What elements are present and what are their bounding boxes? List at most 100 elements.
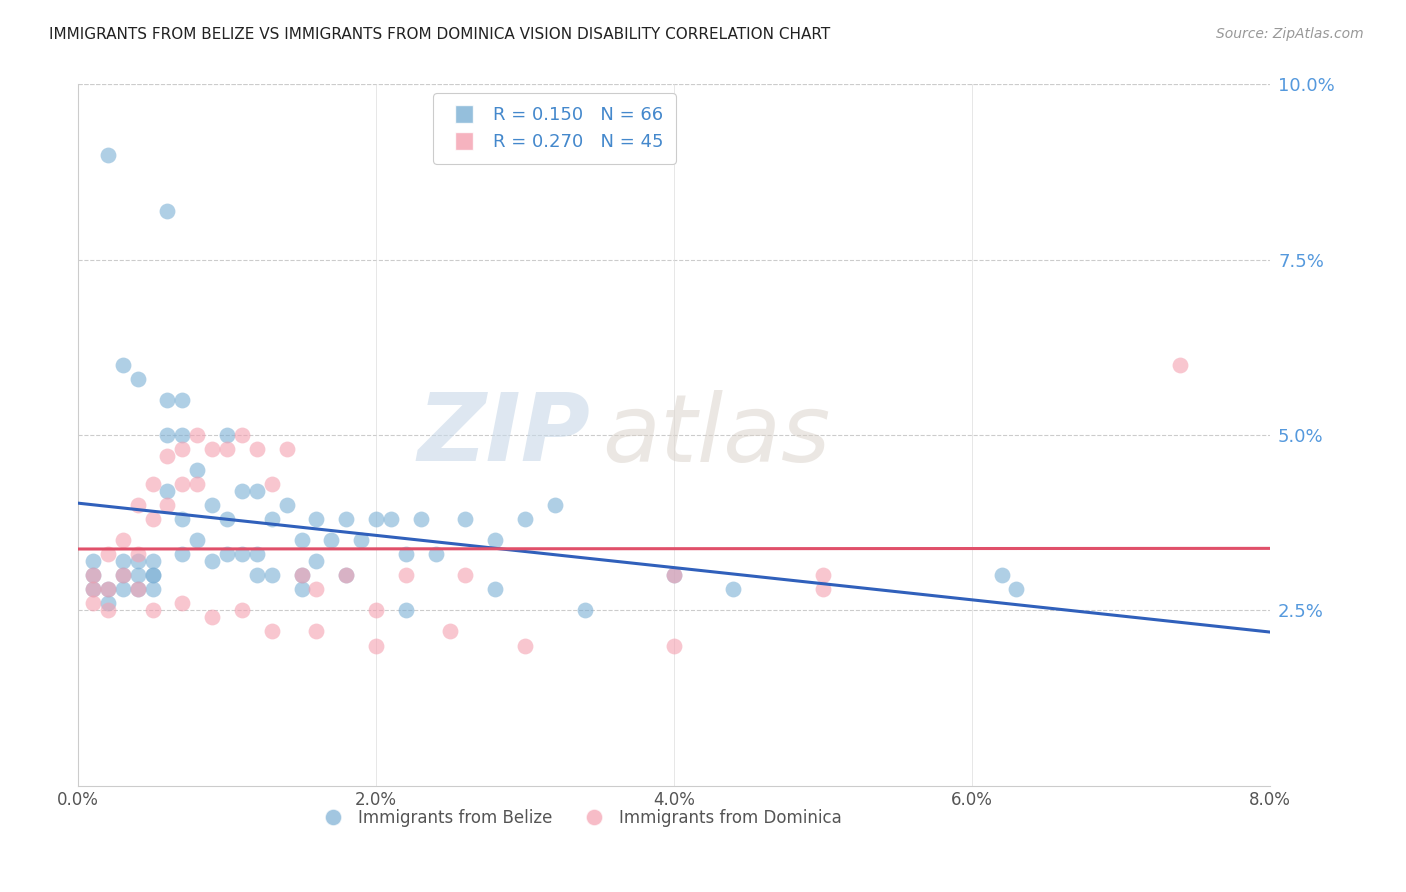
- Point: [127, 568, 149, 582]
- Point: [111, 533, 134, 548]
- Point: [246, 484, 269, 499]
- Point: [364, 639, 387, 653]
- Point: [305, 624, 328, 639]
- Point: [142, 477, 165, 491]
- Point: [111, 568, 134, 582]
- Point: [364, 603, 387, 617]
- Point: [305, 512, 328, 526]
- Point: [395, 568, 418, 582]
- Point: [172, 512, 194, 526]
- Point: [172, 392, 194, 407]
- Point: [97, 603, 120, 617]
- Text: IMMIGRANTS FROM BELIZE VS IMMIGRANTS FROM DOMINICA VISION DISABILITY CORRELATION: IMMIGRANTS FROM BELIZE VS IMMIGRANTS FRO…: [49, 27, 831, 42]
- Point: [662, 568, 685, 582]
- Point: [454, 568, 477, 582]
- Point: [82, 568, 104, 582]
- Point: [1005, 582, 1028, 597]
- Point: [142, 568, 165, 582]
- Point: [186, 463, 208, 477]
- Point: [260, 512, 283, 526]
- Point: [201, 554, 224, 568]
- Point: [201, 610, 224, 624]
- Point: [201, 498, 224, 512]
- Point: [97, 547, 120, 561]
- Point: [484, 582, 506, 597]
- Point: [484, 533, 506, 548]
- Point: [513, 512, 536, 526]
- Point: [156, 392, 179, 407]
- Point: [662, 639, 685, 653]
- Point: [127, 372, 149, 386]
- Point: [350, 533, 373, 548]
- Point: [127, 498, 149, 512]
- Point: [127, 582, 149, 597]
- Point: [215, 428, 238, 442]
- Point: [142, 554, 165, 568]
- Point: [201, 442, 224, 457]
- Point: [142, 512, 165, 526]
- Text: atlas: atlas: [602, 390, 831, 481]
- Point: [156, 484, 179, 499]
- Point: [215, 547, 238, 561]
- Point: [662, 568, 685, 582]
- Point: [811, 568, 834, 582]
- Point: [454, 512, 477, 526]
- Point: [395, 547, 418, 561]
- Text: ZIP: ZIP: [418, 389, 591, 481]
- Point: [82, 568, 104, 582]
- Point: [231, 428, 253, 442]
- Point: [290, 533, 312, 548]
- Point: [156, 203, 179, 218]
- Point: [260, 624, 283, 639]
- Point: [335, 568, 357, 582]
- Point: [186, 428, 208, 442]
- Point: [111, 554, 134, 568]
- Point: [1168, 358, 1191, 372]
- Point: [82, 582, 104, 597]
- Point: [111, 568, 134, 582]
- Point: [127, 582, 149, 597]
- Point: [97, 582, 120, 597]
- Point: [544, 498, 567, 512]
- Legend: Immigrants from Belize, Immigrants from Dominica: Immigrants from Belize, Immigrants from …: [309, 802, 848, 833]
- Point: [172, 596, 194, 610]
- Point: [82, 554, 104, 568]
- Point: [260, 568, 283, 582]
- Point: [215, 442, 238, 457]
- Point: [513, 639, 536, 653]
- Point: [305, 554, 328, 568]
- Point: [395, 603, 418, 617]
- Point: [82, 582, 104, 597]
- Point: [156, 428, 179, 442]
- Point: [246, 547, 269, 561]
- Point: [409, 512, 432, 526]
- Point: [82, 596, 104, 610]
- Point: [111, 358, 134, 372]
- Point: [186, 477, 208, 491]
- Point: [97, 596, 120, 610]
- Point: [290, 582, 312, 597]
- Point: [321, 533, 343, 548]
- Point: [215, 512, 238, 526]
- Point: [439, 624, 461, 639]
- Point: [260, 477, 283, 491]
- Point: [305, 582, 328, 597]
- Point: [276, 442, 298, 457]
- Point: [290, 568, 312, 582]
- Point: [172, 428, 194, 442]
- Point: [142, 568, 165, 582]
- Point: [246, 442, 269, 457]
- Text: Source: ZipAtlas.com: Source: ZipAtlas.com: [1216, 27, 1364, 41]
- Point: [246, 568, 269, 582]
- Point: [425, 547, 447, 561]
- Point: [111, 582, 134, 597]
- Point: [364, 512, 387, 526]
- Point: [142, 582, 165, 597]
- Point: [142, 603, 165, 617]
- Point: [97, 147, 120, 161]
- Point: [172, 442, 194, 457]
- Point: [723, 582, 745, 597]
- Point: [335, 512, 357, 526]
- Point: [811, 582, 834, 597]
- Point: [380, 512, 402, 526]
